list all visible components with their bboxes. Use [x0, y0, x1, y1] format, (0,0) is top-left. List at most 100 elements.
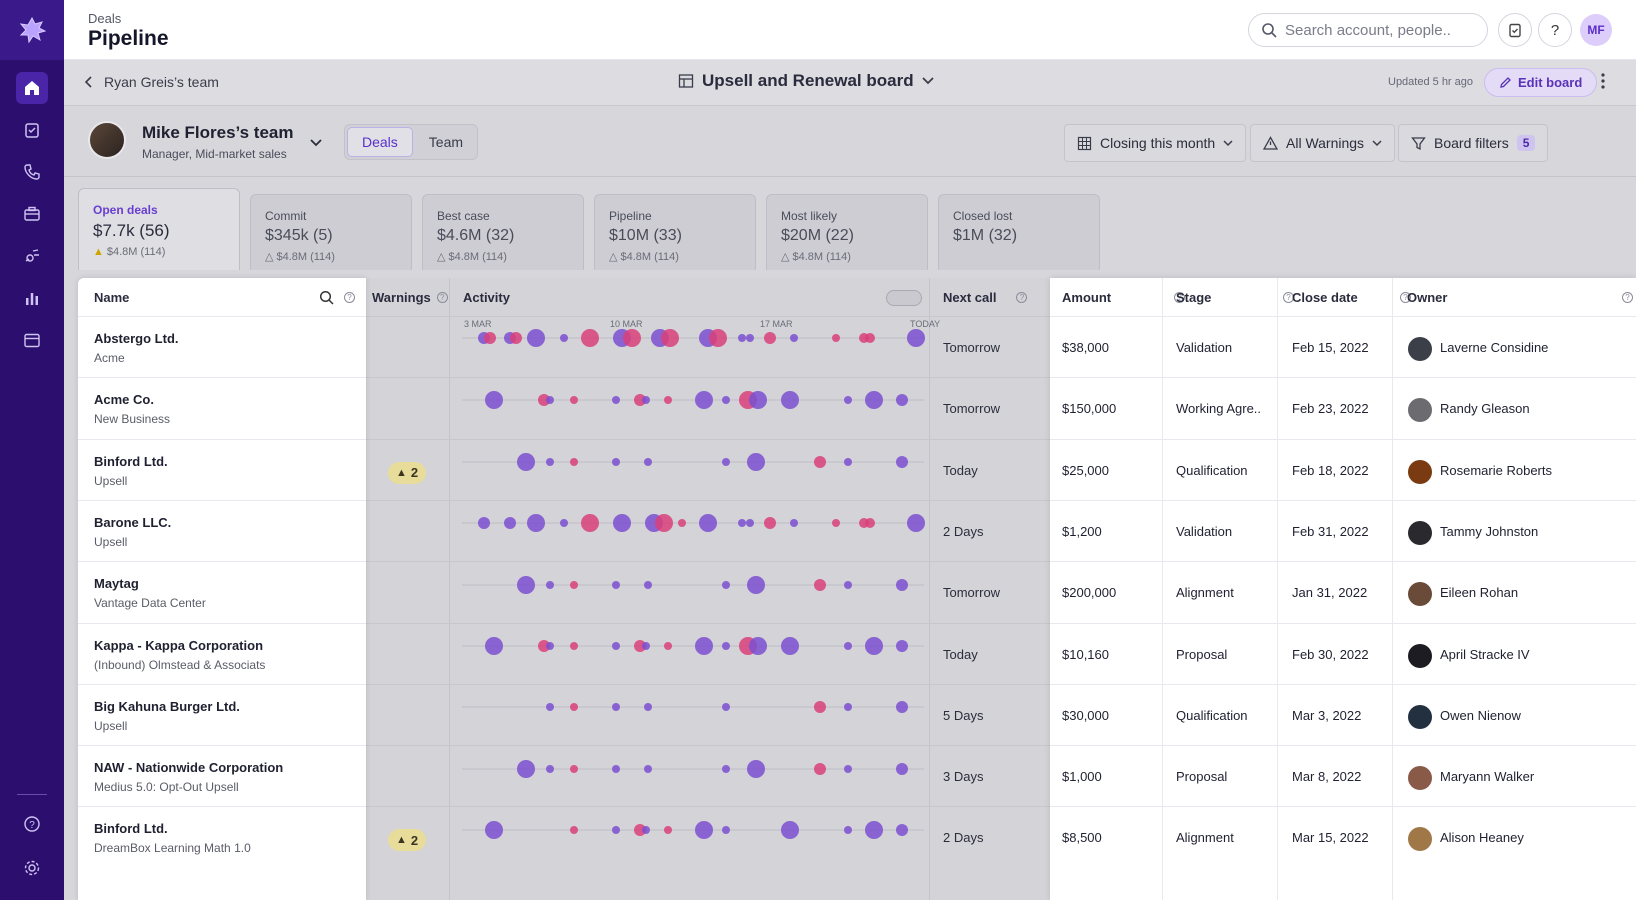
activity-dot[interactable] [527, 329, 545, 347]
table-row-details[interactable]: $1,200 Validation Feb 31, 2022 Tammy Joh… [1050, 499, 1636, 565]
activity-dot[interactable] [865, 821, 883, 839]
activity-dot[interactable] [844, 642, 852, 650]
activity-dot[interactable] [570, 581, 578, 589]
activity-dot[interactable] [485, 391, 503, 409]
activity-dot[interactable] [510, 332, 522, 344]
table-row[interactable]: Abstergo Ltd. Acme [78, 316, 366, 380]
activity-dot[interactable] [485, 637, 503, 655]
activity-dot[interactable] [695, 391, 713, 409]
table-row-details[interactable]: $38,000 Validation Feb 15, 2022 Laverne … [1050, 316, 1636, 380]
nav-deals[interactable] [16, 198, 48, 230]
nav-reports[interactable] [16, 282, 48, 314]
activity-dot[interactable] [749, 391, 767, 409]
column-header-close-date[interactable]: Close date [1292, 289, 1358, 305]
activity-dot[interactable] [907, 329, 925, 347]
activity-dot[interactable] [664, 396, 672, 404]
activity-dot[interactable] [546, 765, 554, 773]
activity-dot[interactable] [844, 826, 852, 834]
help-icon[interactable]: ? [1622, 292, 1633, 303]
activity-dot[interactable] [644, 765, 652, 773]
activity-dot[interactable] [896, 763, 908, 775]
activity-dot[interactable] [642, 826, 650, 834]
closing-filter[interactable]: Closing this month [1064, 124, 1247, 162]
table-row[interactable]: Binford Ltd. Upsell [78, 438, 366, 503]
activity-dot[interactable] [538, 394, 550, 406]
account-name[interactable]: Big Kahuna Burger Ltd. [94, 698, 240, 714]
activity-dot[interactable] [581, 329, 599, 347]
activity-dot[interactable] [517, 453, 535, 471]
table-row[interactable]: Maytag Vantage Data Center [78, 561, 366, 625]
nav-home[interactable] [16, 72, 48, 104]
warning-badge[interactable]: ▲ 2 [388, 461, 427, 484]
activity-dot[interactable] [814, 579, 826, 591]
table-row-details[interactable]: $8,500 Alignment Mar 15, 2022 Alison Hea… [1050, 806, 1636, 870]
activity-dot[interactable] [764, 332, 776, 344]
activity-dot[interactable] [527, 514, 545, 532]
activity-dot[interactable] [612, 642, 620, 650]
account-name[interactable]: Binford Ltd. [94, 821, 168, 837]
activity-dot[interactable] [644, 703, 652, 711]
table-row[interactable]: Acme Co. New Business [78, 377, 366, 441]
activity-dot[interactable] [570, 826, 578, 834]
back-link[interactable]: Ryan Greis’s team [84, 74, 219, 90]
table-row-details[interactable]: $25,000 Qualification Feb 18, 2022 Rosem… [1050, 438, 1636, 503]
activity-dot[interactable] [814, 763, 826, 775]
team-name[interactable]: Mike Flores’s team [142, 123, 294, 142]
activity-dot[interactable] [634, 824, 646, 836]
column-header-owner[interactable]: Owner [1407, 289, 1448, 305]
help-button[interactable]: ? [1538, 13, 1572, 47]
activity-dot[interactable] [844, 396, 852, 404]
breadcrumb[interactable]: Deals [88, 11, 122, 26]
owner-cell[interactable]: April Stracke IV [1392, 624, 1636, 688]
activity-dot[interactable] [722, 458, 730, 466]
owner-cell[interactable]: Alison Heaney [1392, 807, 1636, 871]
activity-dot[interactable] [612, 826, 620, 834]
activity-dot[interactable] [896, 701, 908, 713]
warnings-filter[interactable]: All Warnings [1250, 124, 1396, 162]
nav-calls[interactable] [16, 156, 48, 188]
table-row[interactable]: Binford Ltd. DreamBox Learning Math 1.0 [78, 806, 366, 870]
activity-dot[interactable] [484, 332, 496, 344]
user-avatar[interactable]: MF [1580, 14, 1612, 46]
owner-cell[interactable]: Tammy Johnston [1392, 501, 1636, 565]
owner-cell[interactable]: Owen Nienow [1392, 685, 1636, 749]
activity-dot[interactable] [746, 334, 754, 342]
account-name[interactable]: Maytag [94, 576, 139, 592]
activity-dot[interactable] [814, 701, 826, 713]
activity-dot[interactable] [612, 581, 620, 589]
activity-dot[interactable] [709, 329, 727, 347]
activity-dot[interactable] [546, 581, 554, 589]
help-icon[interactable]: ? [1283, 292, 1294, 303]
search-input[interactable] [1285, 21, 1475, 39]
nav-settings[interactable] [16, 852, 48, 884]
board-filters-button[interactable]: Board filters 5 [1398, 124, 1549, 162]
owner-cell[interactable]: Maryann Walker [1392, 746, 1636, 810]
search-box[interactable] [1248, 13, 1488, 47]
activity-dot[interactable] [896, 579, 908, 591]
help-icon[interactable]: ? [1016, 291, 1028, 303]
help-icon[interactable]: ? [436, 291, 448, 303]
column-header-stage[interactable]: Stage [1176, 289, 1212, 305]
activity-dot[interactable] [722, 642, 730, 650]
nav-help[interactable]: ? [16, 808, 48, 840]
activity-dot[interactable] [560, 334, 568, 342]
search-icon[interactable] [319, 290, 334, 305]
activity-dot[interactable] [570, 642, 578, 650]
card-best-case[interactable]: Best case $4.6M (32) △ $4.8M (114) [422, 194, 584, 270]
activity-dot[interactable] [781, 637, 799, 655]
column-header-amount[interactable]: Amount [1062, 289, 1112, 305]
activity-dot[interactable] [612, 396, 620, 404]
tab-team[interactable]: Team [428, 134, 464, 150]
help-icon[interactable]: ? [344, 292, 355, 303]
activity-dot[interactable] [781, 391, 799, 409]
activity-dot[interactable] [678, 519, 686, 527]
activity-dot[interactable] [896, 640, 908, 652]
activity-dot[interactable] [570, 458, 578, 466]
card-closed-lost[interactable]: Closed lost $1M (32) [938, 194, 1100, 270]
activity-dot[interactable] [485, 821, 503, 839]
owner-cell[interactable]: Laverne Considine [1392, 317, 1636, 381]
card-most-likely[interactable]: Most likely $20M (22) △ $4.8M (114) [766, 194, 928, 270]
activity-dot[interactable] [661, 329, 679, 347]
activity-dot[interactable] [612, 458, 620, 466]
activity-dot[interactable] [546, 396, 554, 404]
